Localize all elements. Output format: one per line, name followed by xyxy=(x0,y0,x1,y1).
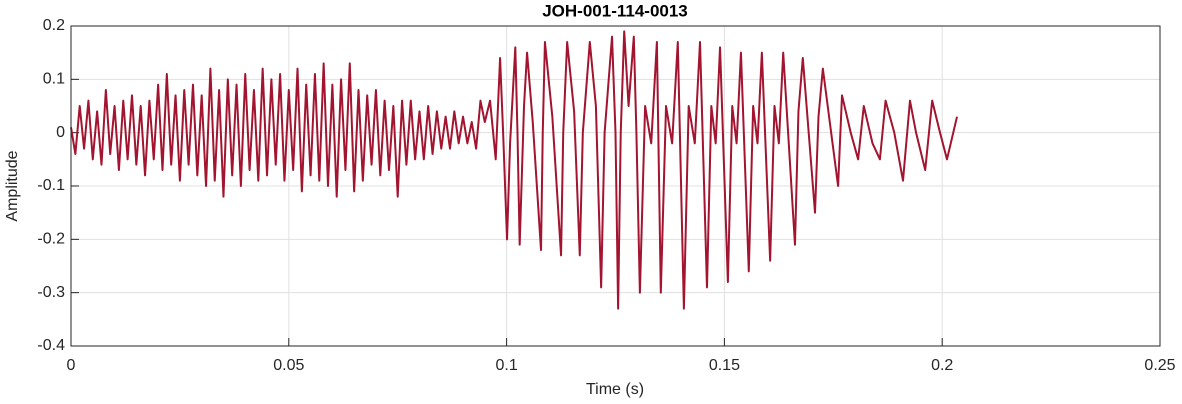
y-tick-label: -0.2 xyxy=(37,231,65,248)
x-tick-label: 0 xyxy=(67,357,76,374)
x-tick-label: 0.1 xyxy=(495,357,517,374)
axes-box xyxy=(70,25,1161,347)
x-axis-label: Time (s) xyxy=(586,381,644,398)
x-tick-label: 0.25 xyxy=(1144,357,1175,374)
y-tick-label: -0.3 xyxy=(37,284,65,301)
chart-title: JOH-001-114-0013 xyxy=(542,1,688,20)
y-tick-label: -0.4 xyxy=(37,337,65,354)
waveform-line xyxy=(70,30,958,310)
x-tick-label: 0.05 xyxy=(273,357,304,374)
x-tick-label: 0.2 xyxy=(931,357,953,374)
y-tick-label: -0.1 xyxy=(37,177,65,194)
y-tick-label: 0.2 xyxy=(43,17,65,34)
y-axis-label: Amplitude xyxy=(4,150,21,221)
y-tick-label: 0 xyxy=(56,124,65,141)
x-tick-label: 0.15 xyxy=(709,357,740,374)
y-tick-label: 0.1 xyxy=(43,71,65,88)
